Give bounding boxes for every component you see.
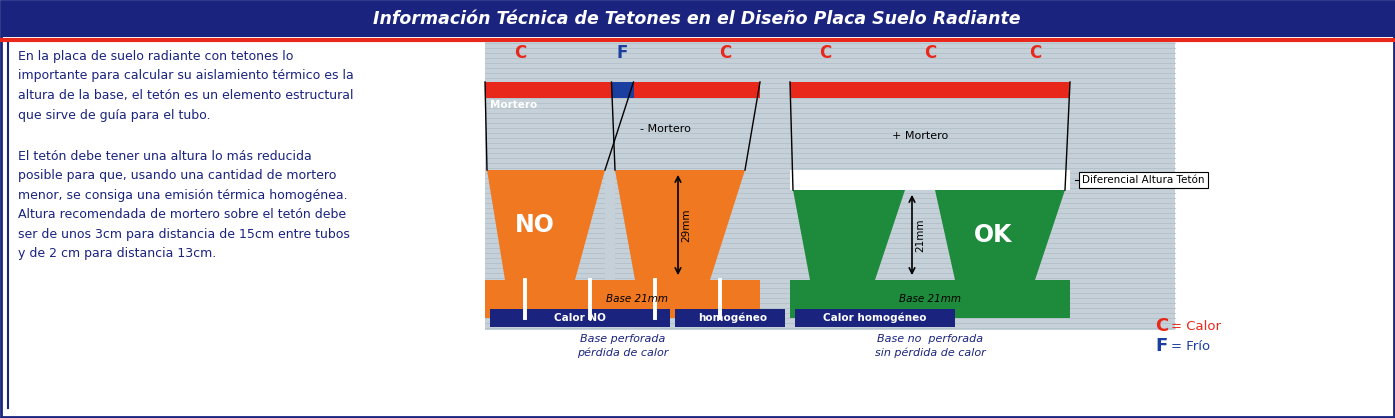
Text: OK: OK [974, 223, 1013, 247]
Text: - Mortero: - Mortero [640, 124, 692, 134]
FancyBboxPatch shape [605, 170, 615, 280]
FancyBboxPatch shape [1, 1, 1394, 37]
FancyBboxPatch shape [790, 170, 1070, 190]
Text: C: C [819, 44, 831, 62]
Polygon shape [792, 190, 905, 280]
Text: En la placa de suelo radiante con tetones lo
importante para calcular su aislami: En la placa de suelo radiante con tetone… [18, 50, 354, 122]
Text: sin pérdida de calor: sin pérdida de calor [875, 348, 985, 359]
Text: pérdida de calor: pérdida de calor [576, 348, 668, 359]
Text: C: C [923, 44, 936, 62]
Text: 21mm: 21mm [915, 218, 925, 252]
Text: Mortero: Mortero [490, 100, 537, 110]
Polygon shape [935, 190, 1064, 280]
Text: Base no  perforada: Base no perforada [877, 334, 983, 344]
FancyBboxPatch shape [485, 82, 760, 98]
Text: C: C [513, 44, 526, 62]
Text: Base 21mm: Base 21mm [898, 294, 961, 304]
Text: F: F [1155, 337, 1168, 355]
Text: homogéneo: homogéneo [699, 313, 767, 323]
Text: Base 21mm: Base 21mm [607, 294, 668, 304]
Text: Información Técnica de Tetones en el Diseño Placa Suelo Radiante: Información Técnica de Tetones en el Dis… [374, 10, 1021, 28]
Text: F: F [617, 44, 628, 62]
Text: = Frío: = Frío [1170, 339, 1209, 352]
Text: = Calor: = Calor [1170, 319, 1221, 332]
FancyBboxPatch shape [485, 280, 760, 318]
Text: + Mortero: + Mortero [891, 131, 949, 141]
FancyBboxPatch shape [485, 42, 1175, 330]
Text: C: C [718, 44, 731, 62]
FancyBboxPatch shape [795, 309, 956, 327]
Text: 29mm: 29mm [681, 208, 691, 242]
FancyBboxPatch shape [611, 82, 633, 98]
Polygon shape [487, 170, 605, 280]
Text: El tetón debe tener una altura lo más reducida
posible para que, usando una cant: El tetón debe tener una altura lo más re… [18, 150, 350, 260]
FancyBboxPatch shape [790, 280, 1070, 318]
FancyBboxPatch shape [490, 309, 670, 327]
FancyBboxPatch shape [675, 309, 785, 327]
Polygon shape [615, 170, 745, 280]
Text: Diferencial Altura Tetón: Diferencial Altura Tetón [1083, 175, 1204, 185]
FancyBboxPatch shape [790, 82, 1070, 98]
Text: C: C [1030, 44, 1041, 62]
Text: Calor homogéneo: Calor homogéneo [823, 313, 926, 323]
Text: NO: NO [515, 213, 555, 237]
Text: Base perforada: Base perforada [580, 334, 665, 344]
Text: C: C [1155, 317, 1168, 335]
Text: Calor NO: Calor NO [554, 313, 605, 323]
